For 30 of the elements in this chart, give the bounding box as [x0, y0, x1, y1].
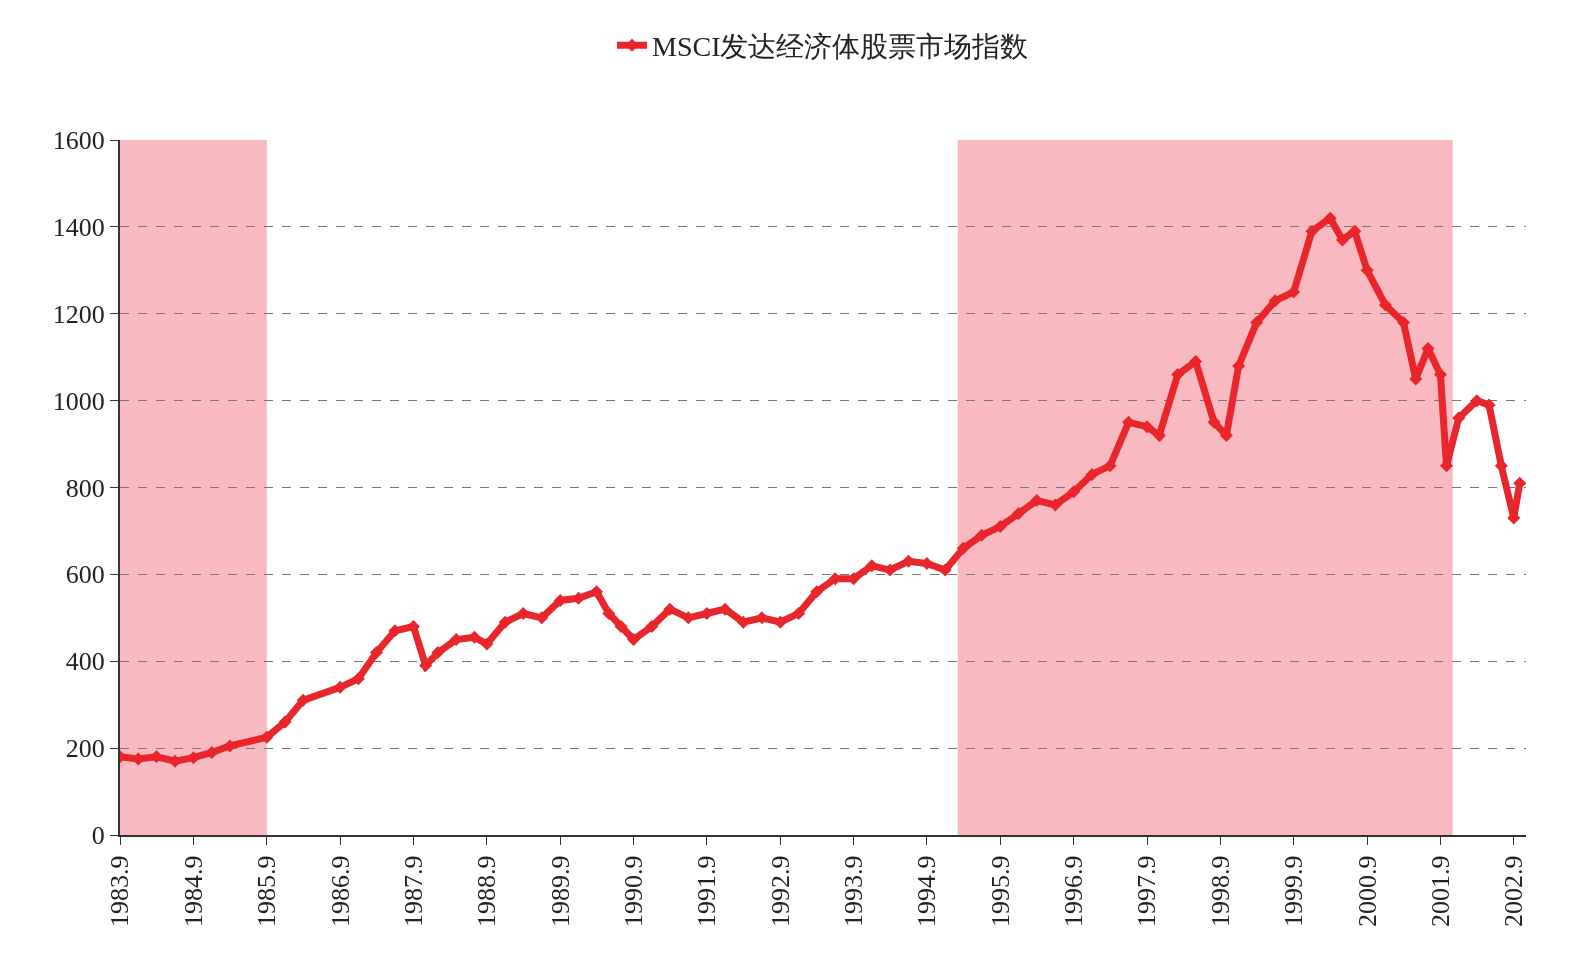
x-tick-label: 1984.9: [178, 855, 208, 927]
x-tick-label: 2000.9: [1352, 855, 1382, 927]
y-tick-label: 200: [65, 734, 105, 764]
x-tick-label: 1995.9: [985, 855, 1015, 927]
x-tick-label: 2001.9: [1425, 855, 1455, 927]
x-tick-label: 1997.9: [1132, 855, 1162, 927]
x-tick-label: 1986.9: [325, 855, 355, 927]
x-tick-label: 1993.9: [839, 855, 869, 927]
y-tick-label: 600: [65, 560, 105, 590]
y-tick-label: 1400: [52, 212, 105, 242]
x-tick-label: 1988.9: [472, 855, 502, 927]
y-tick-label: 0: [91, 821, 105, 851]
x-tick-label: 1996.9: [1059, 855, 1089, 927]
x-tick-label: 1985.9: [252, 855, 282, 927]
legend-label: MSCI发达经济体股票市场指数: [652, 31, 1029, 63]
x-tick-label: 1999.9: [1279, 855, 1309, 927]
x-tick-label: 1990.9: [618, 855, 648, 927]
y-tick-label: 1600: [52, 126, 105, 156]
x-tick-label: 1994.9: [912, 855, 942, 927]
x-tick-label: 1998.9: [1205, 855, 1235, 927]
x-tick-label: 1991.9: [692, 855, 722, 927]
y-tick-label: 800: [65, 473, 105, 503]
y-tick-label: 1000: [52, 386, 105, 416]
x-tick-label: 1983.9: [105, 855, 135, 927]
y-tick-label: 400: [65, 647, 105, 677]
x-tick-label: 1989.9: [545, 855, 575, 927]
x-tick-label: 2002.9: [1499, 855, 1529, 927]
x-tick-label: 1992.9: [765, 855, 795, 927]
y-tick-label: 1200: [52, 299, 105, 329]
x-tick-label: 1987.9: [398, 855, 428, 927]
